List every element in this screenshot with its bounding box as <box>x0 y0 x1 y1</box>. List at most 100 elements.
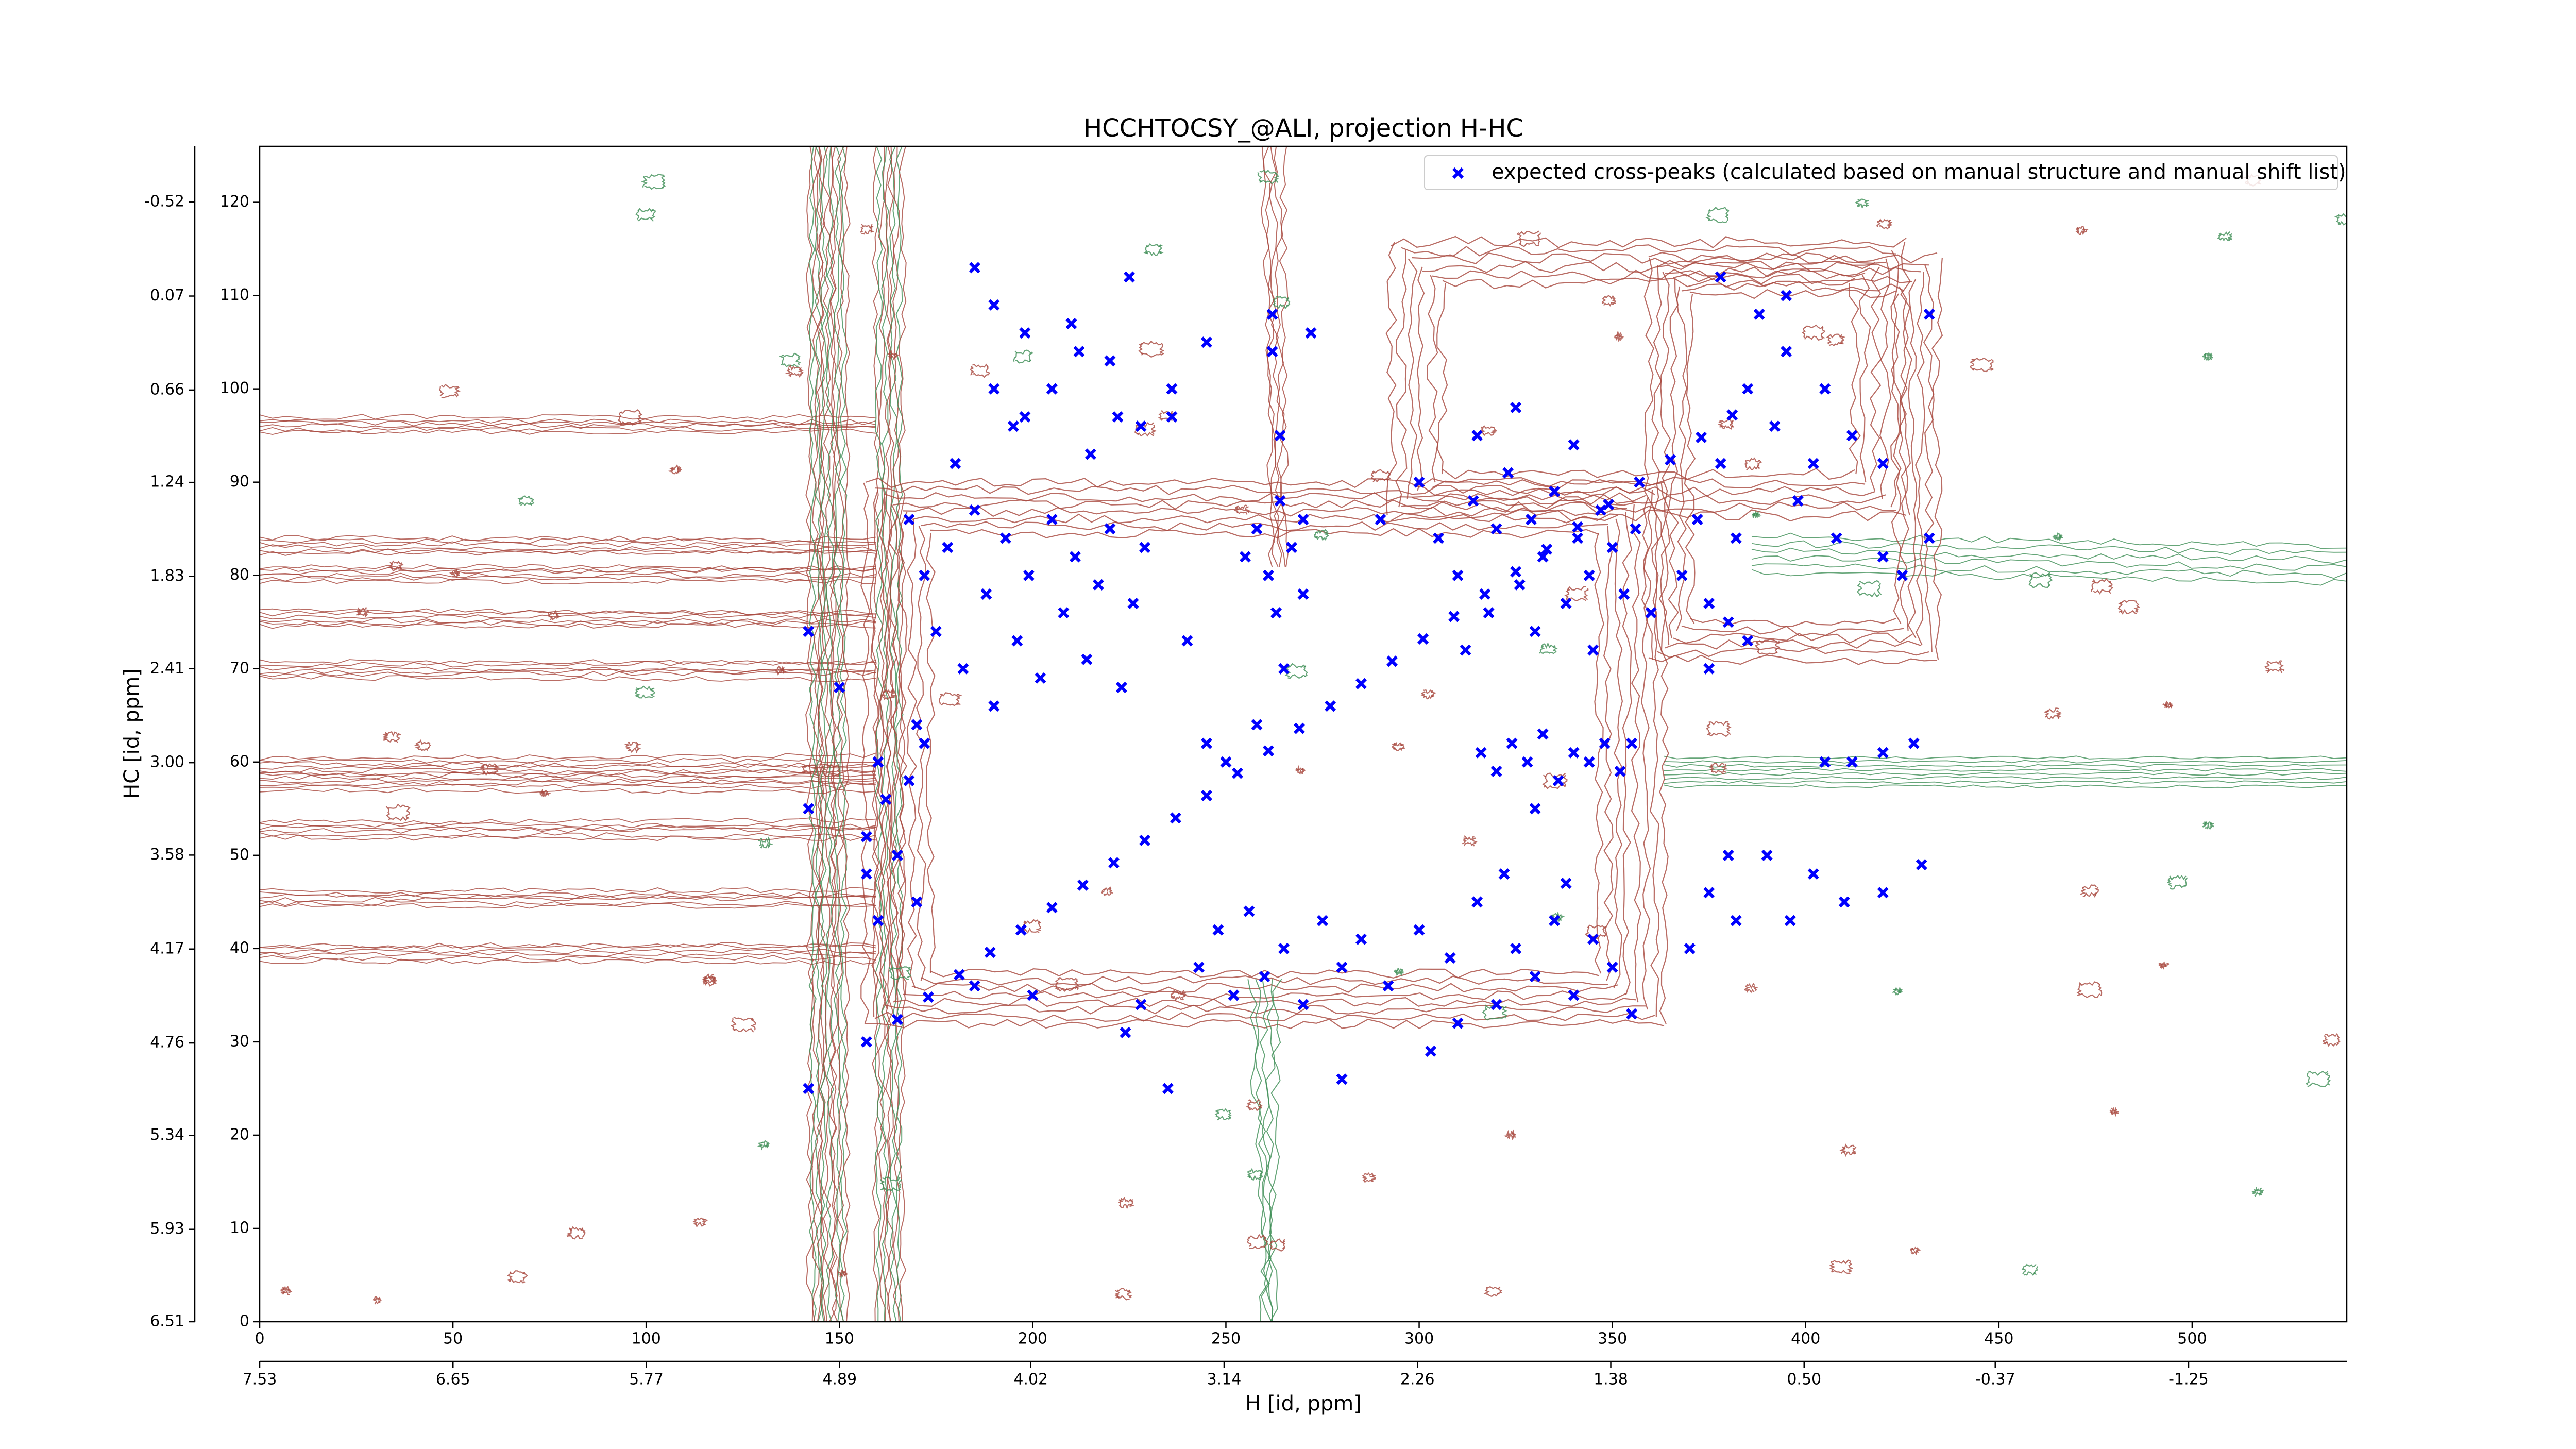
contour <box>874 1012 1655 1022</box>
contour <box>1730 420 1734 428</box>
data-point <box>1007 420 1019 432</box>
data-point <box>860 831 872 843</box>
contour <box>902 990 1628 1000</box>
y2-tick-label: 3.58 <box>150 846 184 864</box>
contour <box>1832 1259 1851 1265</box>
contour <box>865 477 1665 488</box>
contour <box>1057 987 1077 992</box>
data-point <box>1019 327 1031 339</box>
contour <box>1274 146 1286 567</box>
contour <box>893 997 1637 1007</box>
contour <box>1664 776 2347 780</box>
data-point <box>1510 942 1522 954</box>
contour <box>882 1176 901 1182</box>
contour <box>418 747 429 751</box>
data-point <box>1634 476 1646 488</box>
contour <box>2093 588 2111 595</box>
contour <box>676 467 682 473</box>
contour <box>1859 580 1880 585</box>
contour <box>930 528 1600 539</box>
x2-tick-label: 6.65 <box>436 1371 470 1389</box>
contour <box>1611 297 1616 304</box>
contour <box>2111 1111 2117 1117</box>
data-point <box>1386 655 1398 667</box>
data-point <box>969 980 980 992</box>
contour <box>1170 991 1175 999</box>
data-point <box>1355 933 1367 945</box>
contour <box>883 688 894 694</box>
contour <box>260 887 876 894</box>
contour <box>2204 823 2212 830</box>
y-tick-label: 110 <box>220 286 249 304</box>
data-point <box>980 588 992 600</box>
data-point <box>1630 523 1641 535</box>
contour <box>260 834 876 841</box>
contour <box>1681 625 1905 637</box>
x2-tick-label: 2.26 <box>1400 1371 1435 1389</box>
contour <box>795 355 801 365</box>
data-point <box>1526 514 1537 526</box>
legend-marker <box>1452 167 1464 179</box>
data-point <box>1336 1073 1348 1085</box>
data-point <box>1715 271 1726 283</box>
data-point <box>969 504 980 516</box>
legend-label: expected cross-peaks (calculated based o… <box>1492 160 2346 184</box>
contour <box>2030 571 2050 577</box>
contour <box>2082 228 2089 233</box>
y2-tick-label: 5.93 <box>150 1220 184 1238</box>
contour <box>635 743 642 751</box>
contour <box>1828 342 1842 347</box>
data-point <box>1200 737 1212 749</box>
data-point <box>1471 430 1483 442</box>
legend-box <box>1424 155 2338 190</box>
contour <box>649 687 656 698</box>
contour <box>2082 884 2097 890</box>
contour <box>260 535 876 542</box>
data-point <box>1069 551 1081 563</box>
data-point <box>942 542 954 553</box>
contour <box>382 733 389 741</box>
contour <box>260 787 876 795</box>
data-point <box>1761 849 1773 861</box>
contour <box>2023 1271 2037 1276</box>
y-axis-label: HC [id, ppm] <box>120 668 144 799</box>
contour <box>1248 1099 1260 1104</box>
y2-tick-label: 6.51 <box>150 1312 184 1330</box>
contour <box>2169 874 2187 881</box>
contour <box>1141 340 1162 346</box>
contour <box>891 690 896 698</box>
contour <box>972 363 989 368</box>
data-point <box>1514 579 1526 591</box>
contour <box>1411 493 1886 506</box>
contour <box>1540 642 1555 649</box>
contour <box>624 743 631 750</box>
contour <box>260 620 876 626</box>
contour <box>1859 592 1880 598</box>
y-tick-label: 0 <box>240 1312 249 1330</box>
contour <box>1718 419 1725 428</box>
data-point <box>1452 1017 1464 1029</box>
data-point <box>988 700 1000 712</box>
contour <box>1877 582 1882 596</box>
contour <box>2076 983 2082 997</box>
data-point <box>1135 999 1147 1010</box>
data-point <box>1444 952 1456 964</box>
contour <box>1401 501 1896 514</box>
contour <box>1024 928 1040 934</box>
contour <box>1411 252 1886 265</box>
contour <box>1751 532 2347 549</box>
contour <box>1583 588 1589 600</box>
x-tick-label: 500 <box>2177 1330 2207 1348</box>
contour <box>260 752 876 761</box>
contour <box>883 696 894 700</box>
contour <box>1915 272 1925 646</box>
contour <box>260 951 876 958</box>
contour <box>1864 199 1869 207</box>
contour <box>364 610 369 616</box>
contour <box>1394 969 1398 974</box>
contour <box>637 685 653 691</box>
contour <box>1233 506 1240 513</box>
data-point <box>1297 999 1309 1010</box>
contour <box>2093 578 2111 584</box>
x-tick-label: 200 <box>1018 1330 1047 1348</box>
